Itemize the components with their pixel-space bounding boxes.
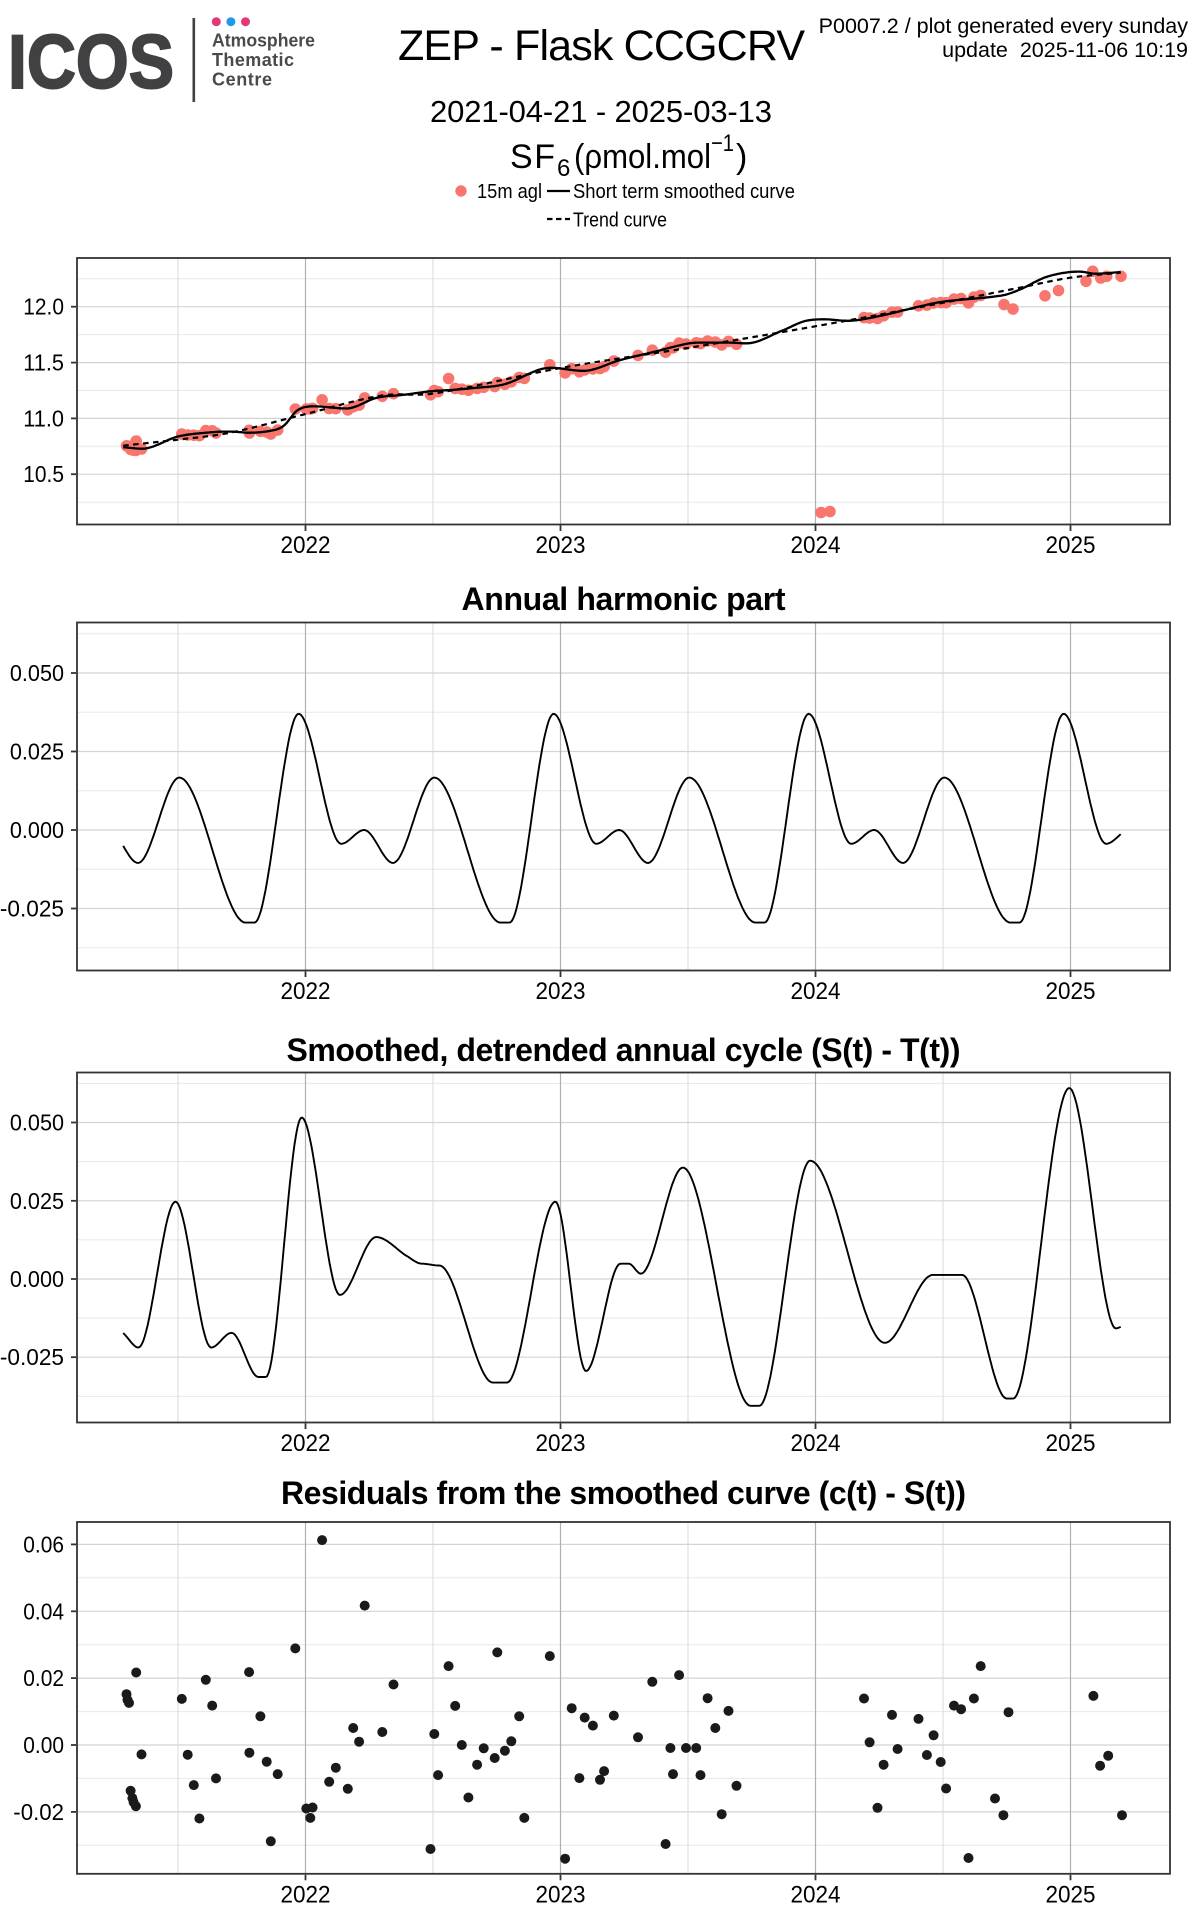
svg-text:0.025: 0.025 bbox=[10, 739, 64, 765]
svg-text:2025: 2025 bbox=[1046, 1881, 1096, 1908]
svg-text:−1: −1 bbox=[711, 130, 734, 157]
svg-text:2023: 2023 bbox=[536, 1430, 586, 1457]
svg-text:Trend curve: Trend curve bbox=[573, 210, 667, 232]
svg-text:SF: SF bbox=[510, 138, 555, 176]
svg-text:15m agl: 15m agl bbox=[477, 181, 542, 203]
svg-text:update 2025-11-06 10:19: update 2025-11-06 10:19 bbox=[942, 38, 1188, 62]
svg-text:2021-04-21 - 2025-03-13: 2021-04-21 - 2025-03-13 bbox=[430, 94, 772, 129]
svg-text:2024: 2024 bbox=[791, 1881, 841, 1908]
svg-text:(ρmol.mol: (ρmol.mol bbox=[574, 138, 711, 176]
svg-text:P0007.2 / plot generated every: P0007.2 / plot generated every sunday bbox=[819, 14, 1189, 38]
svg-text:11.5: 11.5 bbox=[23, 350, 64, 376]
svg-text:Centre: Centre bbox=[212, 69, 272, 89]
svg-text:2023: 2023 bbox=[536, 978, 586, 1005]
svg-text:ZEP - Flask CCGCRV: ZEP - Flask CCGCRV bbox=[398, 22, 805, 70]
svg-text:Residuals from the smoothed cu: Residuals from the smoothed curve (c(t) … bbox=[281, 1475, 966, 1511]
svg-text:-0.025: -0.025 bbox=[0, 896, 64, 922]
svg-text:2025: 2025 bbox=[1046, 532, 1096, 559]
svg-text:0.06: 0.06 bbox=[23, 1531, 64, 1557]
svg-text:-0.025: -0.025 bbox=[0, 1344, 64, 1370]
svg-text:2024: 2024 bbox=[791, 978, 841, 1005]
svg-text:2022: 2022 bbox=[281, 532, 331, 559]
svg-text:2022: 2022 bbox=[281, 1430, 331, 1457]
svg-text:12.0: 12.0 bbox=[23, 294, 64, 320]
svg-text:2022: 2022 bbox=[281, 1881, 331, 1908]
svg-text:): ) bbox=[736, 138, 747, 176]
svg-text:Atmosphere: Atmosphere bbox=[212, 31, 315, 51]
svg-text:0.000: 0.000 bbox=[10, 1266, 64, 1292]
svg-text:Thematic: Thematic bbox=[212, 50, 294, 70]
svg-text:0.050: 0.050 bbox=[10, 1110, 64, 1136]
svg-text:Smoothed, detrended annual cyc: Smoothed, detrended annual cycle (S(t) -… bbox=[287, 1032, 961, 1068]
svg-text:0.050: 0.050 bbox=[10, 660, 64, 686]
svg-text:2024: 2024 bbox=[791, 1430, 841, 1457]
svg-text:0.000: 0.000 bbox=[10, 817, 64, 843]
svg-text:0.04: 0.04 bbox=[23, 1598, 64, 1624]
svg-text:2023: 2023 bbox=[536, 532, 586, 559]
svg-text:2024: 2024 bbox=[791, 532, 841, 559]
svg-text:Annual harmonic part: Annual harmonic part bbox=[462, 581, 786, 617]
svg-text:ICOS: ICOS bbox=[8, 20, 174, 105]
svg-text:2022: 2022 bbox=[281, 978, 331, 1005]
svg-text:2023: 2023 bbox=[536, 1881, 586, 1908]
svg-text:11.0: 11.0 bbox=[23, 405, 64, 431]
svg-text:2025: 2025 bbox=[1046, 978, 1096, 1005]
svg-text:-0.02: -0.02 bbox=[13, 1799, 64, 1825]
svg-text:0.00: 0.00 bbox=[23, 1732, 64, 1758]
svg-text:0.02: 0.02 bbox=[23, 1665, 64, 1691]
svg-text:2025: 2025 bbox=[1046, 1430, 1096, 1457]
svg-text:10.5: 10.5 bbox=[23, 461, 64, 487]
svg-text:Short term smoothed curve: Short term smoothed curve bbox=[573, 181, 795, 203]
svg-text:6: 6 bbox=[557, 155, 570, 182]
svg-text:0.025: 0.025 bbox=[10, 1188, 64, 1214]
